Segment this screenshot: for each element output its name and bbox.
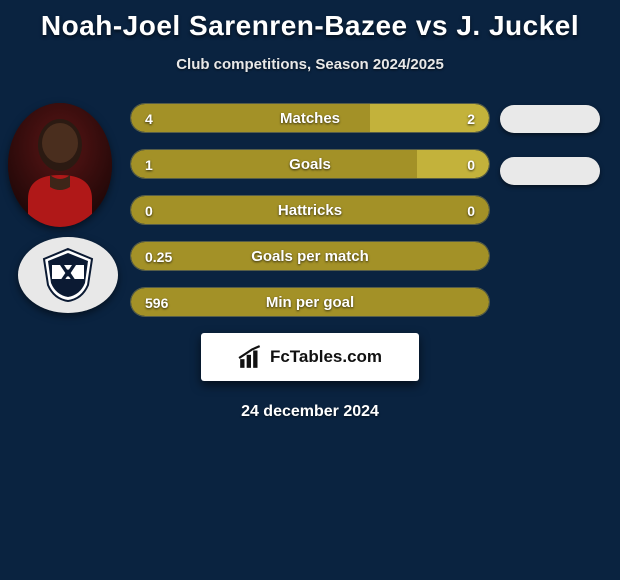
comparison-pill [500,105,600,133]
brand-badge: FcTables.com [201,333,419,381]
stat-label: Goals [131,150,489,179]
player-photo [8,103,112,227]
stat-rows: 42Matches 10Goals 00Hattricks 0.25Goals per… [130,103,490,317]
stat-row: 10Goals [130,149,490,179]
stat-label: Matches [131,104,489,133]
stat-label: Hattricks [131,196,489,225]
stat-row: 0.25Goals per match [130,241,490,271]
stat-row: 42Matches [130,103,490,133]
stat-label: Min per goal [131,288,489,317]
comparison-panel: 42Matches 10Goals 00Hattricks 0.25Goals per… [0,103,620,317]
stat-row: 00Hattricks [130,195,490,225]
club-crest-icon [38,245,98,305]
page-title: Noah-Joel Sarenren-Bazee vs J. Juckel [0,0,620,42]
brand-text: FcTables.com [270,347,382,367]
bar-chart-icon [238,344,264,370]
left-column [8,103,128,313]
stat-row: 596Min per goal [130,287,490,317]
stat-label: Goals per match [131,242,489,271]
right-column [490,103,610,209]
date-label: 24 december 2024 [0,403,620,421]
comparison-pill [500,157,600,185]
club-badge [18,237,118,313]
player-silhouette-icon [8,103,112,227]
page-subtitle: Club competitions, Season 2024/2025 [0,56,620,73]
